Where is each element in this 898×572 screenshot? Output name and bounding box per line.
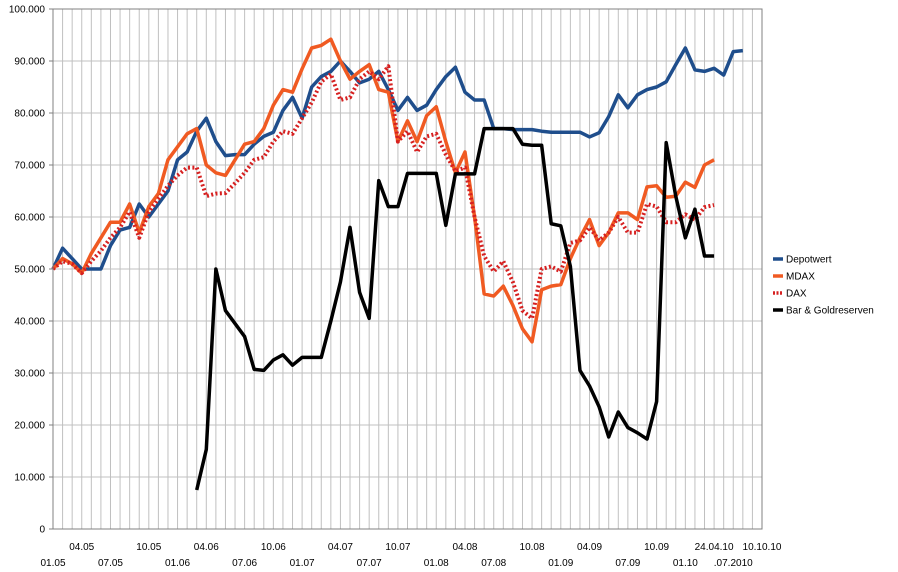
x-tick-label: 07.09 bbox=[615, 558, 640, 569]
plot-area-border bbox=[52, 8, 763, 530]
series-line-2 bbox=[51, 37, 715, 344]
x-tick-label: 10.07 bbox=[385, 542, 410, 553]
x-tick-label: 10.05 bbox=[136, 542, 161, 553]
series-line-4 bbox=[195, 126, 715, 491]
x-tick-label: 04.09 bbox=[577, 542, 602, 553]
x-tick-label: 07.06 bbox=[232, 558, 257, 569]
x-tick-label: 10.09 bbox=[644, 542, 669, 553]
y-tick-label: 30.000 bbox=[14, 369, 45, 380]
x-axis: 01.05 04.05 07.05 10.05 01.06 04.06 07.06 10.06… bbox=[40, 542, 781, 569]
y-axis: 0 10.000 20.000 30.000 40.000 50.000 60.000 70.… bbox=[9, 5, 53, 536]
x-tick-label: 01.06 bbox=[165, 558, 190, 569]
x-tick-label: 01.10 bbox=[673, 558, 698, 569]
y-tick-label: 40.000 bbox=[14, 317, 45, 328]
x-tick-label: 10.08 bbox=[520, 542, 545, 553]
legend-label: Depotwert bbox=[786, 255, 832, 266]
legend-label: DAX bbox=[786, 289, 807, 300]
series-lines bbox=[51, 37, 744, 491]
x-tick-label: 10.06 bbox=[261, 542, 286, 553]
legend: Depotwert MDAX DAX Bar & Goldreserven bbox=[773, 255, 874, 317]
x-tick-label: 10.10.10 bbox=[743, 542, 782, 553]
y-tick-label: 50.000 bbox=[14, 265, 45, 276]
x-tick-label: .07.2010 bbox=[714, 558, 753, 569]
x-tick-label: 24.04.10 bbox=[695, 542, 734, 553]
y-tick-label: 20.000 bbox=[14, 421, 45, 432]
y-tick-label: 60.000 bbox=[14, 213, 45, 224]
series-line-3 bbox=[51, 64, 715, 321]
y-tick-label: 90.000 bbox=[14, 57, 45, 68]
y-tick-label: 70.000 bbox=[14, 161, 45, 172]
y-tick-label: 80.000 bbox=[14, 109, 45, 120]
x-tick-label: 01.07 bbox=[290, 558, 315, 569]
x-tick-label: 07.08 bbox=[481, 558, 506, 569]
y-tick-label: 0 bbox=[39, 525, 45, 536]
x-tick-label: 01.08 bbox=[424, 558, 449, 569]
x-tick-label: 04.07 bbox=[328, 542, 353, 553]
x-tick-label: 04.08 bbox=[452, 542, 477, 553]
legend-label: MDAX bbox=[786, 272, 815, 283]
x-tick-label: 07.05 bbox=[98, 558, 123, 569]
x-tick-label: 01.05 bbox=[40, 558, 65, 569]
horizontal-gridlines bbox=[53, 8, 762, 530]
series-line-1 bbox=[51, 46, 744, 271]
y-tick-label: 10.000 bbox=[14, 473, 45, 484]
x-tick-label: 07.07 bbox=[357, 558, 382, 569]
x-tick-label: 01.09 bbox=[548, 558, 573, 569]
x-tick-label: 04.05 bbox=[69, 542, 94, 553]
y-tick-label: 100.000 bbox=[9, 5, 46, 16]
x-tick-label: 04.06 bbox=[194, 542, 219, 553]
legend-label: Bar & Goldreserven bbox=[786, 306, 874, 317]
